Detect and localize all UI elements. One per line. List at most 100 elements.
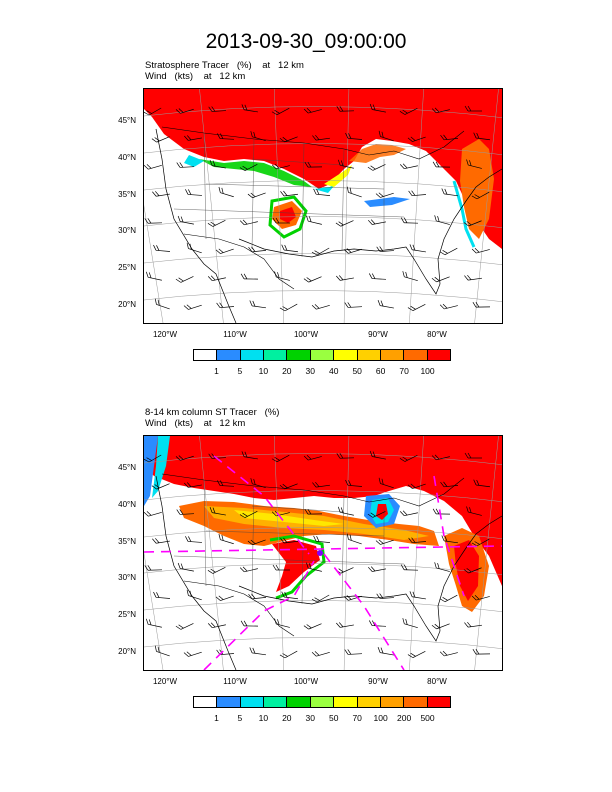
wind-barb [306, 215, 322, 225]
panel1-title-line1: Stratosphere Tracer (%) at 12 km [145, 60, 304, 71]
wind-barb [377, 300, 394, 309]
colorbar-label: 30 [305, 713, 315, 723]
wind-barb [434, 562, 450, 572]
wind-barb [367, 566, 386, 572]
colorbar-label: 70 [352, 713, 362, 723]
lon-tick-label: 80°W [427, 330, 447, 339]
graticule-lon-line [343, 89, 350, 323]
colorbar-label: 100 [373, 713, 388, 723]
wind-barb [400, 564, 419, 571]
coastline [155, 475, 502, 670]
lat-tick-label: 25°N [118, 610, 136, 619]
wind-barb [208, 453, 227, 459]
colorbar-box [240, 350, 265, 360]
wind-barb [311, 651, 330, 657]
wind-barb [209, 160, 226, 169]
wind-barb [216, 480, 235, 487]
wind-barb [186, 242, 202, 254]
graticule-lat-line [144, 490, 502, 502]
wind-barb [303, 107, 322, 114]
panel2-colorbar [193, 696, 451, 708]
wind-barb [279, 136, 298, 143]
lat-tick-label: 45°N [118, 463, 136, 472]
colorbar-box [380, 350, 405, 360]
panel1-tracer-cyan-band [184, 155, 340, 193]
wind-barb [186, 589, 202, 601]
colorbar-box [217, 697, 241, 707]
wind-barb [175, 108, 194, 114]
state-border [205, 530, 385, 537]
wind-barb [176, 162, 195, 168]
lat-tick-label: 45°N [118, 116, 136, 125]
wind-barb [378, 130, 394, 142]
lat-tick-label: 40°N [118, 500, 136, 509]
wind-barb [377, 647, 394, 656]
state-border [251, 505, 345, 513]
state-border [205, 183, 385, 190]
wind-barb [464, 274, 482, 281]
wind-barb [440, 481, 459, 488]
wind-barb [375, 192, 394, 198]
wind-barb [250, 478, 266, 488]
wind-barb [145, 618, 162, 628]
wind-barb [279, 483, 298, 490]
colorbar-label: 5 [237, 366, 243, 376]
wind-barb [239, 566, 258, 573]
wind-barb [431, 454, 450, 461]
graticule-lon-line [273, 89, 285, 323]
wind-barb [473, 132, 490, 141]
colorbar-label: 10 [258, 713, 269, 723]
lat-tick-label: 35°N [118, 190, 136, 199]
wind-barb [399, 455, 418, 462]
wind-barb [408, 190, 427, 197]
lon-tick-label: 120°W [152, 330, 178, 339]
colorbar-label: 20 [282, 713, 292, 723]
graticule-lon-line [474, 89, 499, 323]
wind-barb [152, 538, 170, 544]
wind-barb [367, 164, 386, 171]
colorbar-label: 100 [420, 366, 435, 376]
wind-barb [281, 591, 298, 600]
lat-tick-label: 25°N [118, 263, 136, 272]
wind-barb [272, 217, 290, 224]
colorbar-label: 40 [328, 366, 339, 376]
wind-barb [463, 220, 482, 227]
panel2-title-line2: Wind (kts) at 12 km [145, 418, 246, 429]
wind-barb [378, 477, 394, 489]
wind-barb [240, 273, 259, 280]
panel1-tracer-yellow [324, 165, 352, 187]
graticule-lat-line [144, 563, 502, 575]
colorbar-label: 500 [420, 713, 435, 723]
wind-barb [249, 647, 266, 656]
graticule-lat-line [144, 143, 502, 155]
wind-barb [368, 273, 387, 280]
colorbar-label: 1 [214, 713, 219, 723]
state-border [173, 208, 405, 218]
wind-barb [345, 479, 363, 487]
wind-barb [185, 536, 203, 543]
colorbar-box [357, 697, 381, 707]
wind-barb [344, 649, 363, 655]
colorbar-box [194, 697, 218, 707]
wind-barb [151, 136, 170, 143]
wind-barb [175, 623, 194, 630]
wind-barb [311, 247, 330, 256]
us-canada-border [161, 126, 465, 160]
wind-barb [274, 271, 290, 281]
wind-barb [408, 537, 427, 544]
wind-barb [279, 303, 298, 312]
lon-tick-label: 110°W [223, 330, 247, 339]
panel1-tracer-blob-inner [280, 207, 296, 223]
wind-barb [274, 618, 290, 628]
wind-barb [303, 623, 322, 630]
wind-barb [369, 450, 386, 460]
wind-barb [208, 106, 227, 112]
wind-barb [306, 562, 322, 572]
wind-barb [313, 188, 331, 196]
trajectory-marker [317, 550, 323, 556]
wind-barb [247, 192, 266, 199]
wind-barb [207, 220, 226, 227]
wind-barb [471, 538, 490, 547]
panel2-map [143, 435, 503, 671]
wind-barb [185, 189, 203, 196]
